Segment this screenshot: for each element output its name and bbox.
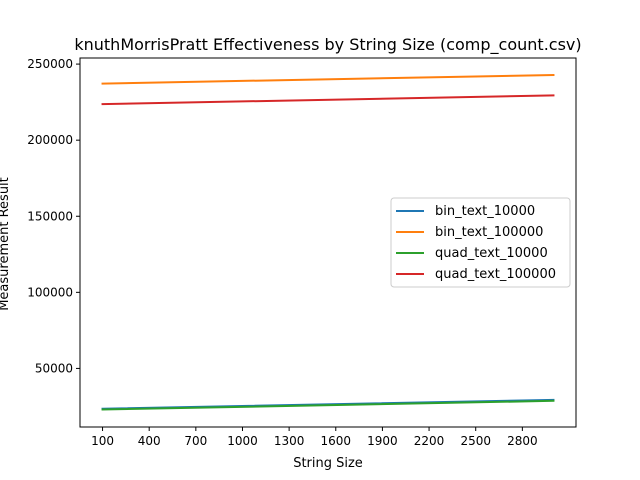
legend-label: quad_text_100000 <box>435 267 556 282</box>
x-tick-label: 1900 <box>367 434 398 448</box>
x-axis-label: String Size <box>293 456 363 471</box>
series-line-quad_text_100000 <box>101 94 555 106</box>
axes-frame <box>79 57 577 428</box>
x-tick-label: 2500 <box>460 434 491 448</box>
legend-box <box>390 197 571 288</box>
x-tick-label: 400 <box>138 434 161 448</box>
x-tick-label: 1600 <box>321 434 352 448</box>
y-tick-label: 100000 <box>27 285 73 299</box>
y-axis-label: Measurement Result <box>0 177 12 311</box>
legend-label: bin_text_100000 <box>435 225 543 240</box>
plot-area: 100 400 700 1000 1300 1600 1900 2200 2500 2800 500… <box>27 57 577 448</box>
legend: bin_text_10000 bin_text_100000 quad_text_1… <box>390 197 571 288</box>
x-tick-label: 1000 <box>227 434 258 448</box>
series-line-bin_text_100000 <box>101 74 555 85</box>
chart-title: knuthMorrisPratt Effectiveness by String… <box>74 35 581 55</box>
y-tick-label: 150000 <box>27 209 73 223</box>
y-tick-label: 200000 <box>27 133 73 147</box>
y-tick-label: 50000 <box>35 361 73 375</box>
x-tick-label: 100 <box>91 434 114 448</box>
y-tick-label: 250000 <box>27 57 73 71</box>
x-tick-label: 1300 <box>274 434 305 448</box>
legend-label: quad_text_10000 <box>435 246 548 261</box>
legend-label: bin_text_10000 <box>435 204 535 219</box>
x-tick-label: 700 <box>184 434 207 448</box>
x-tick-label: 2200 <box>414 434 445 448</box>
x-tick-label: 2800 <box>507 434 538 448</box>
series-line-quad_text_10000 <box>101 399 555 411</box>
